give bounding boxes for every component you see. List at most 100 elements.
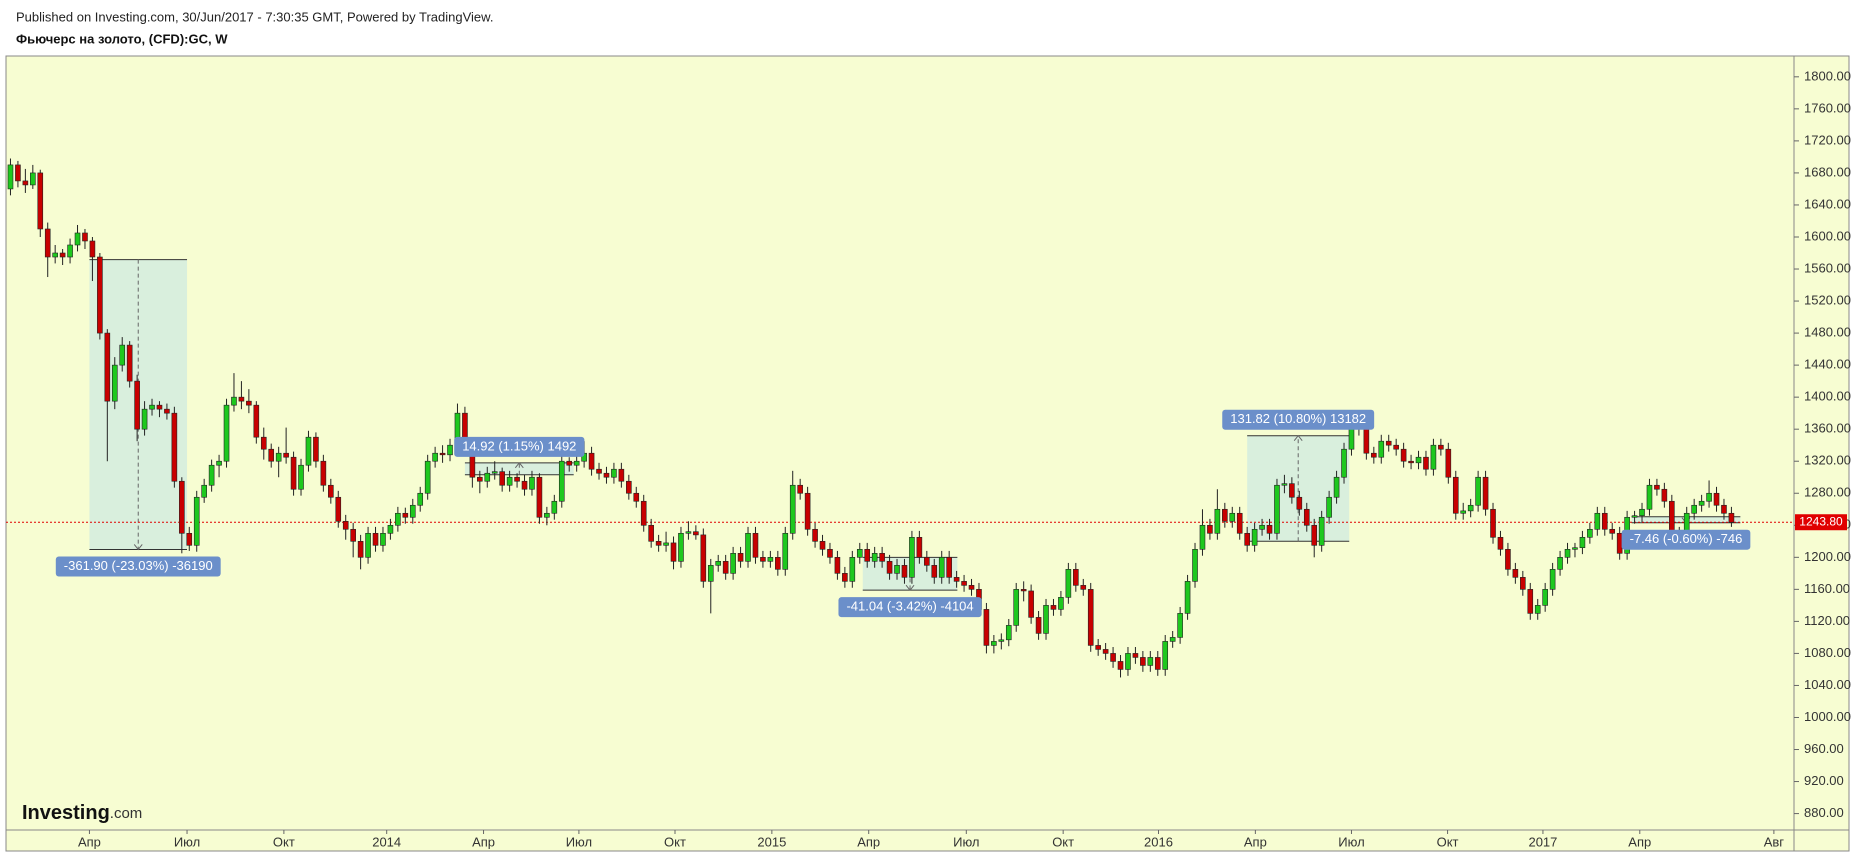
candle-body <box>201 484 207 498</box>
candle-body <box>350 528 356 542</box>
candle-body <box>871 553 878 562</box>
candle-body <box>596 468 602 474</box>
candle-body <box>320 460 327 486</box>
candle-body <box>1236 512 1243 534</box>
y-tick-label: 1320.00 <box>1804 453 1851 468</box>
x-tick-label: 2016 <box>1144 834 1173 849</box>
candle-body <box>82 232 88 242</box>
candle-body <box>1125 653 1131 670</box>
candle-body <box>1497 536 1504 550</box>
candle-body <box>1482 476 1489 510</box>
candle-body <box>1080 585 1087 590</box>
candle-body <box>611 468 617 478</box>
candle-body <box>372 532 379 546</box>
candle-body <box>953 577 960 582</box>
candle-body <box>730 553 736 574</box>
measure-label-box <box>1222 409 1375 430</box>
x-tick-label: Июл <box>953 834 979 849</box>
candle-body <box>626 480 632 494</box>
candle-body <box>1415 456 1422 464</box>
x-tick-label: Апр <box>857 834 880 849</box>
candle-body <box>879 553 885 562</box>
candle-body <box>395 512 401 526</box>
candle-body <box>1065 569 1072 598</box>
candle-body <box>231 396 237 406</box>
candle-body <box>1512 569 1519 578</box>
measure-label: 14.92 (1.15%) 1492 <box>462 438 576 453</box>
candle-body <box>328 484 334 498</box>
candle-body <box>97 256 103 334</box>
candle-body <box>1266 524 1273 534</box>
candle-body <box>1229 512 1236 522</box>
candle-body <box>59 252 66 258</box>
candle-body <box>1035 617 1042 634</box>
candle-body <box>864 549 871 562</box>
candle-body <box>1631 515 1638 518</box>
candle-body <box>1572 547 1578 550</box>
candle-body <box>1192 549 1198 582</box>
candle-body <box>1341 448 1347 478</box>
candle-body <box>208 464 215 486</box>
candle-body <box>1095 645 1101 650</box>
candle-body <box>1154 657 1161 670</box>
x-tick-label: Окт <box>664 834 686 849</box>
candle-body <box>924 557 930 566</box>
candle-body <box>171 412 178 482</box>
candle-body <box>1073 569 1079 586</box>
x-tick-label: Июл <box>1338 834 1364 849</box>
candle-body <box>1162 641 1169 670</box>
candle-body <box>529 476 535 490</box>
y-tick-label: 960.00 <box>1804 741 1844 756</box>
candle-body <box>104 332 111 402</box>
candle-body <box>89 240 96 258</box>
measure-label-box <box>838 597 982 618</box>
candle-body <box>573 460 580 466</box>
measure-label: -7.46 (-0.60%) -746 <box>1630 531 1743 546</box>
candle-body <box>365 532 371 558</box>
candle-body <box>737 553 744 562</box>
candle-body <box>156 404 163 410</box>
candle-body <box>1013 589 1020 626</box>
candle-body <box>1594 512 1601 530</box>
candle-body <box>1393 444 1399 450</box>
candle-body <box>991 641 997 646</box>
candle-body <box>238 396 245 402</box>
candle-body <box>1669 500 1675 534</box>
candle-body <box>1147 657 1154 666</box>
candle-body <box>1311 524 1318 546</box>
x-tick-label: Апр <box>1244 834 1267 849</box>
candle-body <box>894 565 900 574</box>
candle-body <box>544 512 550 518</box>
candle-body <box>521 480 528 490</box>
candle-body <box>1691 504 1697 514</box>
candle-body <box>819 541 826 550</box>
candle-body <box>1102 649 1109 654</box>
candle-body <box>693 531 699 536</box>
candle-body <box>603 472 610 478</box>
candle-body <box>342 520 349 530</box>
logo-suffix: .com <box>110 805 143 822</box>
y-tick-label: 1640.00 <box>1804 196 1851 211</box>
candle-body <box>849 557 856 582</box>
candle-body <box>1177 613 1183 638</box>
y-tick-label: 1400.00 <box>1804 389 1851 404</box>
candle-body <box>1557 557 1563 570</box>
x-tick-label: Апр <box>1628 834 1651 849</box>
candle-body <box>387 524 394 534</box>
x-tick-label: Апр <box>472 834 495 849</box>
candle-body <box>1020 589 1027 592</box>
candle-body <box>1445 448 1452 478</box>
label-layer: 880.00 920.00 960.00 1000.00 1040.00 1080.00 1… <box>55 68 1851 849</box>
candle-body <box>886 561 893 574</box>
y-tick-label: 1160.00 <box>1804 581 1850 596</box>
candle-body <box>1616 532 1623 554</box>
y-tick-label: 920.00 <box>1804 773 1844 788</box>
candle-body <box>305 436 312 466</box>
candle-body <box>998 639 1005 642</box>
candle-body <box>685 531 692 534</box>
candle-body <box>1207 524 1213 534</box>
candle-body <box>566 460 573 466</box>
candle-body <box>1452 476 1459 514</box>
candle-layer <box>7 158 1735 678</box>
